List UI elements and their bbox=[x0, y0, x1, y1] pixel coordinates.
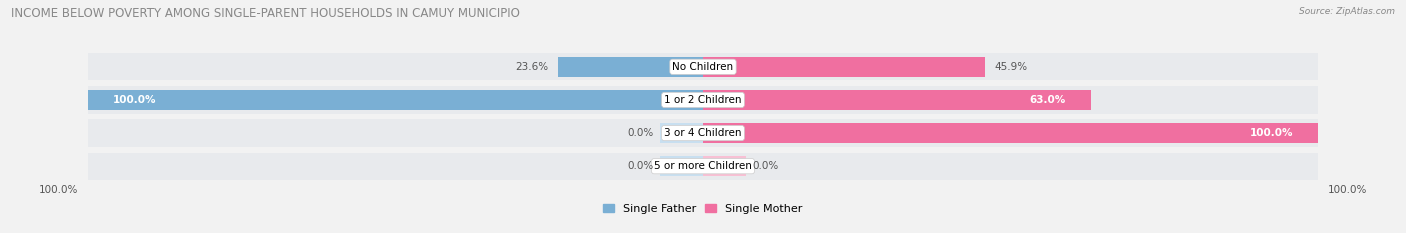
Bar bbox=[87, 120, 703, 147]
Bar bbox=[659, 123, 703, 143]
Bar bbox=[703, 123, 747, 143]
Bar bbox=[703, 86, 1319, 113]
Text: 100.0%: 100.0% bbox=[1327, 185, 1367, 195]
Bar bbox=[87, 90, 703, 110]
Bar bbox=[703, 90, 747, 110]
Bar bbox=[659, 90, 703, 110]
Bar bbox=[558, 57, 703, 77]
Bar bbox=[87, 86, 703, 113]
Bar bbox=[703, 123, 1319, 143]
Bar bbox=[703, 57, 986, 77]
Text: 100.0%: 100.0% bbox=[1250, 128, 1294, 138]
Text: 0.0%: 0.0% bbox=[752, 161, 779, 171]
Text: INCOME BELOW POVERTY AMONG SINGLE-PARENT HOUSEHOLDS IN CAMUY MUNICIPIO: INCOME BELOW POVERTY AMONG SINGLE-PARENT… bbox=[11, 7, 520, 20]
Bar bbox=[703, 57, 747, 77]
Bar bbox=[87, 90, 703, 110]
Text: 0.0%: 0.0% bbox=[627, 161, 654, 171]
Bar bbox=[703, 90, 1091, 110]
Bar bbox=[703, 156, 747, 176]
Bar bbox=[87, 53, 703, 80]
Bar bbox=[703, 120, 1319, 147]
Text: 0.0%: 0.0% bbox=[627, 128, 654, 138]
Bar bbox=[703, 90, 1091, 110]
Text: 5 or more Children: 5 or more Children bbox=[654, 161, 752, 171]
Bar bbox=[659, 57, 703, 77]
Legend: Single Father, Single Mother: Single Father, Single Mother bbox=[599, 199, 807, 218]
Bar bbox=[703, 53, 1319, 80]
Bar bbox=[558, 57, 703, 77]
Text: 1 or 2 Children: 1 or 2 Children bbox=[664, 95, 742, 105]
Text: 100.0%: 100.0% bbox=[38, 185, 79, 195]
Text: 3 or 4 Children: 3 or 4 Children bbox=[664, 128, 742, 138]
Bar bbox=[659, 156, 703, 176]
Text: 63.0%: 63.0% bbox=[1029, 95, 1066, 105]
Bar bbox=[703, 153, 1319, 180]
Bar bbox=[703, 123, 1319, 143]
Bar bbox=[87, 153, 703, 180]
Text: 100.0%: 100.0% bbox=[112, 95, 156, 105]
Bar bbox=[703, 57, 986, 77]
Text: 23.6%: 23.6% bbox=[516, 62, 548, 72]
Text: No Children: No Children bbox=[672, 62, 734, 72]
Text: 45.9%: 45.9% bbox=[994, 62, 1028, 72]
Text: Source: ZipAtlas.com: Source: ZipAtlas.com bbox=[1299, 7, 1395, 16]
